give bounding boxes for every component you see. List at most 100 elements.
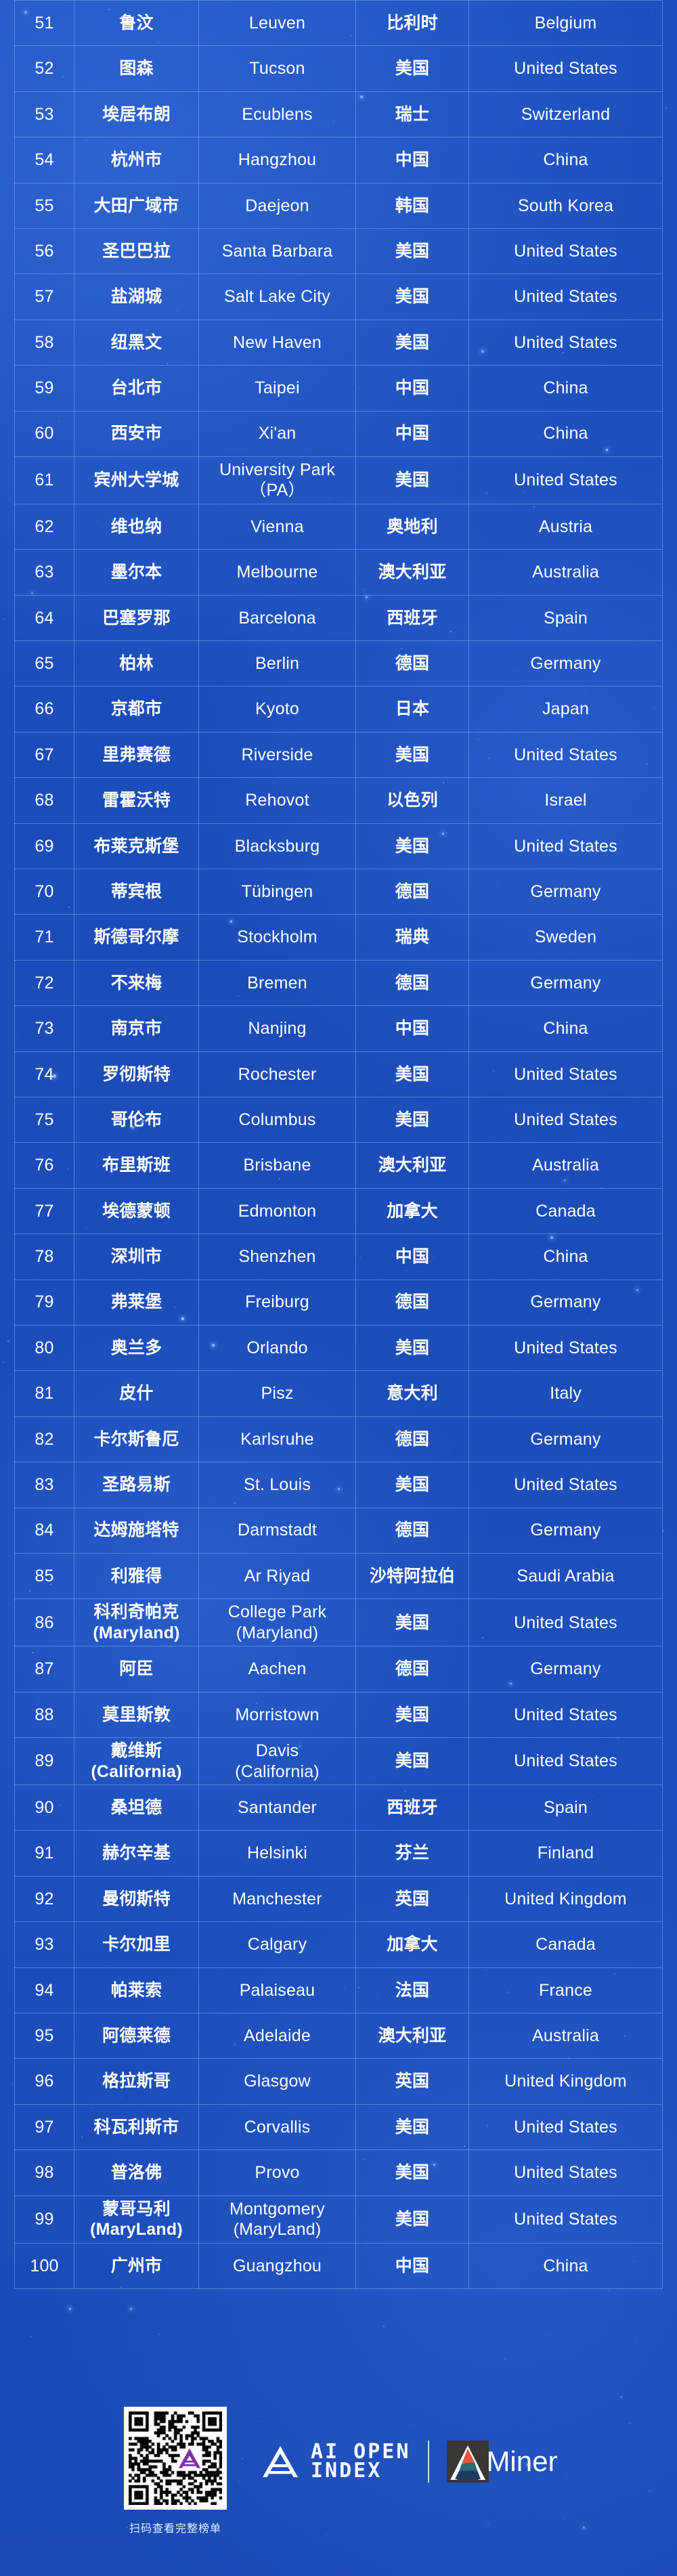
city-en-line1: Aachen [248,1659,307,1679]
table-row: 74 罗彻斯特 Rochester 美国 United States [14,1051,663,1097]
city-en-cell: Ar Riyad [198,1552,356,1600]
country-cn-cell: 奥地利 [355,503,469,550]
qr-code[interactable] [124,2407,227,2510]
city-en-line1: Helsinki [246,1843,308,1863]
city-en-cell: Palaiseau [198,1967,356,2014]
qr-code-image [129,2411,222,2505]
city-cn-cell: 京都市 [74,686,199,733]
city-cn-line1: 埃德蒙顿 [102,1201,171,1221]
country-cn-cell: 瑞典 [355,914,469,961]
city-en-cell: Barcelona [198,594,356,642]
city-en-cell: Rehovot [198,777,356,824]
city-cn-line1: 卡尔斯鲁厄 [93,1429,179,1449]
city-en-line1: Berlin [255,654,300,674]
city-cn-cell: 圣路易斯 [74,1462,199,1508]
city-en-cell: Adelaide [198,2013,356,2059]
ranking-table-container: 51 鲁汶 Leuven 比利时 Belgium 52 图森 Tucson 美国 United S… [14,0,663,2289]
city-en-line1: Bremen [247,973,307,992]
city-cn-line1: 罗彻斯特 [102,1064,171,1084]
country-en-cell: Spain [468,594,663,642]
rank-cell: 57 [14,274,74,320]
city-en-line1: Palaiseau [239,1980,315,2000]
rank-cell: 80 [14,1324,74,1372]
city-en-line1: Riverside [241,745,313,764]
aoi-line1: AI OPEN [311,2439,411,2464]
rank-cell: 72 [14,959,74,1007]
city-cn-line1: 大田广域市 [93,196,179,215]
rank-cell: 71 [14,914,74,961]
country-cn-cell: 美国 [355,1737,469,1786]
city-cn-cell: 里弗赛德 [74,731,199,779]
city-en-cell: Melbourne [198,549,356,596]
country-en-cell: Switzerland [468,91,663,138]
table-row: 98 普洛佛 Provo 美国 United States [14,2149,663,2196]
city-cn-cell: 罗彻斯特 [74,1051,199,1097]
city-cn-line1: 奥兰多 [110,1338,162,1357]
city-en-cell: Stockholm [198,914,356,961]
rank-cell: 62 [14,503,74,550]
city-cn-cell: 哥伦布 [74,1096,199,1143]
city-cn-line1: 蒙哥马利 [102,2199,171,2219]
country-en-cell: United States [468,1737,663,1786]
country-cn-cell: 美国 [355,1324,469,1372]
city-en-line1: Hangzhou [238,150,317,170]
city-cn-cell: 图森 [74,45,199,92]
city-en-line1: Davis [255,1741,299,1761]
country-en-cell: United States [468,1051,663,1097]
table-row: 63 墨尔本 Melbourne 澳大利亚 Australia [14,549,663,596]
city-en-line1: Darmstadt [237,1521,318,1540]
table-row: 84 达姆施塔特 Darmstadt 德国 Germany [14,1507,663,1554]
city-en-cell: Edmonton [198,1187,356,1235]
city-en-cell: Glasgow [198,2058,356,2105]
country-cn-cell: 瑞士 [355,91,469,138]
city-cn-cell: 斯德哥尔摩 [74,914,199,961]
rank-cell: 60 [14,410,74,457]
city-en-line1: Manchester [232,1889,322,1908]
table-row: 93 卡尔加里 Calgary 加拿大 Canada [14,1921,663,1968]
city-cn-cell: 大田广域市 [74,182,199,229]
country-en-cell: Canada [468,1921,663,1968]
city-cn-cell: 西安市 [74,410,199,457]
rank-cell: 52 [14,45,74,92]
city-en-cell: Darmstadt [198,1507,356,1554]
country-cn-cell: 德国 [355,640,469,687]
country-en-cell: United States [468,456,663,504]
country-en-cell: Germany [468,1507,663,1554]
rank-cell: 67 [14,731,74,779]
country-cn-cell: 英国 [355,2058,469,2105]
country-cn-cell: 中国 [355,2242,469,2289]
city-en-line1: Santander [237,1798,318,1817]
country-en-cell: Germany [468,640,663,687]
rank-cell: 73 [14,1005,74,1052]
rank-cell: 95 [14,2013,74,2059]
city-cn-line1: 科瓦利斯市 [93,2117,179,2137]
city-cn-line1: 台北市 [110,378,162,398]
country-cn-cell: 德国 [355,1279,469,1326]
aminer-logo[interactable]: Miner [447,2441,557,2483]
country-cn-cell: 美国 [355,1691,469,1739]
aoi-line2: INDEX [311,2459,383,2483]
aminer-wordmark: Miner [486,2445,558,2477]
city-cn-line1: 京都市 [110,699,162,719]
city-cn-cell: 科瓦利斯市 [74,2103,199,2151]
country-en-cell: United Kingdom [468,1875,663,1923]
city-cn-cell: 阿臣 [74,1646,199,1693]
country-cn-cell: 美国 [355,1051,469,1097]
city-cn-cell: 帕莱索 [74,1967,199,2014]
country-en-cell: China [468,1234,663,1280]
country-cn-cell: 以色列 [355,777,469,824]
country-cn-cell: 意大利 [355,1370,469,1417]
rank-cell: 90 [14,1785,74,1831]
city-en-cell: Provo [198,2149,356,2196]
rank-cell: 64 [14,594,74,642]
rank-cell: 59 [14,365,74,412]
city-cn-line1: 曼彻斯特 [102,1889,171,1908]
city-cn-line1: 皮什 [119,1384,154,1403]
rank-cell: 75 [14,1096,74,1143]
city-en-line1: Rochester [238,1064,317,1084]
city-cn-cell: 莫里斯敦 [74,1691,199,1739]
ai-open-index-logo[interactable]: AI OPEN INDEX [261,2439,411,2483]
rank-cell: 77 [14,1187,74,1235]
rank-cell: 66 [14,686,74,733]
city-cn-cell: 桑坦德 [74,1785,199,1831]
